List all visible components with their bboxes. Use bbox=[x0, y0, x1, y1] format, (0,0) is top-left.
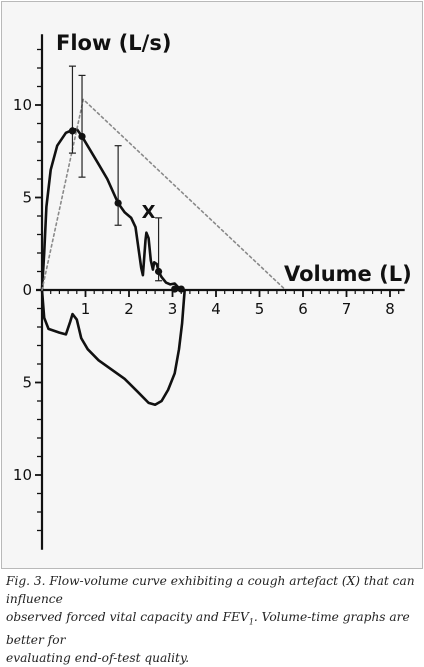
series-inspiratory-flow bbox=[40, 288, 186, 406]
caption-line-3: evaluating end-of-test quality. bbox=[6, 651, 190, 666]
x-tick-label: 4 bbox=[211, 300, 221, 318]
labels-layer: 1 2 3 4 5 6 7 8 10 5 0 5 10 Flow (L/s) Volume (L) X bbox=[13, 31, 412, 484]
series-expiratory-flow bbox=[40, 127, 185, 292]
x-tick-label: 7 bbox=[342, 300, 352, 318]
y-tick-label: 10 bbox=[13, 466, 32, 484]
x-tick-label: 2 bbox=[124, 300, 134, 318]
y-tick-label: 0 bbox=[22, 281, 32, 299]
caption-line-2-pre: observed forced vital capacity and FEV bbox=[6, 610, 249, 624]
y-axis-title: Flow (L/s) bbox=[56, 31, 171, 55]
x-tick-label: 1 bbox=[81, 300, 91, 318]
figure-frame bbox=[1, 1, 423, 569]
flow-volume-chart: 1 2 3 4 5 6 7 8 10 5 0 5 10 Flow (L/s) Volume (L) X bbox=[13, 31, 412, 550]
x-axis-title: Volume (L) bbox=[284, 262, 412, 286]
data-point bbox=[68, 127, 77, 135]
y-tick-label: 10 bbox=[13, 96, 32, 114]
caption-line-2-sub: 1 bbox=[248, 617, 254, 627]
data-point bbox=[154, 267, 163, 276]
data-point bbox=[177, 285, 185, 293]
x-tick-label: 5 bbox=[255, 300, 265, 318]
data-point bbox=[171, 285, 179, 293]
y-tick-label: 5 bbox=[22, 189, 32, 207]
cough-artefact-label: X bbox=[142, 202, 156, 223]
caption-line-1: Fig. 3. Flow-volume curve exhibiting a c… bbox=[6, 574, 415, 606]
data-point bbox=[78, 132, 86, 141]
series-reference-triangle bbox=[41, 98, 287, 291]
y-tick-label: 5 bbox=[22, 374, 32, 392]
data-point bbox=[114, 199, 122, 207]
series-layer bbox=[40, 98, 287, 406]
axes bbox=[35, 34, 405, 550]
x-tick-label: 6 bbox=[298, 300, 308, 318]
x-tick-label: 3 bbox=[168, 300, 178, 318]
x-tick-label: 8 bbox=[385, 300, 395, 318]
marks-layer bbox=[68, 65, 185, 293]
figure-caption: Fig. 3. Flow-volume curve exhibiting a c… bbox=[6, 572, 420, 667]
